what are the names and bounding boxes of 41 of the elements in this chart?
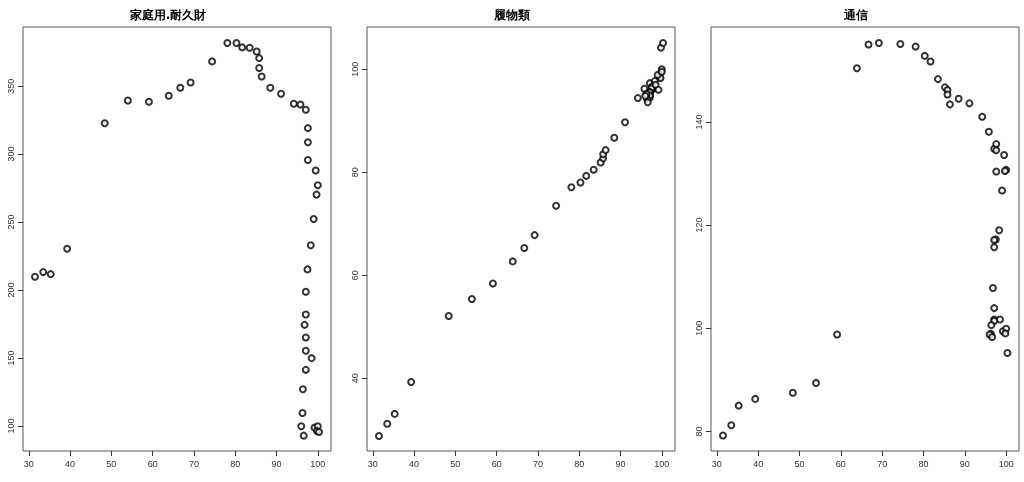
x-tick-label: 80 [230, 458, 241, 469]
y-tick-label: 250 [5, 214, 16, 230]
y-tick-label: 140 [693, 114, 704, 130]
x-tick-label: 40 [65, 458, 76, 469]
x-tick-label: 30 [23, 458, 34, 469]
y-tick-label: 150 [5, 350, 16, 366]
y-tick-label: 300 [5, 146, 16, 162]
y-tick-label: 60 [349, 270, 360, 281]
x-tick-label: 50 [794, 458, 805, 469]
x-tick-label: 100 [998, 458, 1014, 469]
x-tick-label: 90 [615, 458, 626, 469]
x-tick-label: 70 [532, 458, 543, 469]
x-tick-label: 70 [877, 458, 888, 469]
y-tick-label: 100 [693, 320, 704, 336]
x-tick-label: 80 [918, 458, 929, 469]
x-tick-label: 90 [271, 458, 282, 469]
y-tick-label: 100 [349, 61, 360, 77]
y-tick-label: 80 [349, 167, 360, 178]
chart-title: 履物類 [493, 8, 530, 22]
chart-title: 通信 [843, 8, 868, 22]
x-tick-label: 60 [147, 458, 158, 469]
x-tick-label: 90 [959, 458, 970, 469]
x-tick-label: 40 [409, 458, 420, 469]
x-tick-label: 50 [106, 458, 117, 469]
y-tick-label: 40 [349, 373, 360, 384]
chart-title: 家庭用.耐久財 [128, 8, 207, 22]
x-tick-label: 100 [310, 458, 326, 469]
x-tick-label: 30 [367, 458, 378, 469]
x-tick-label: 100 [654, 458, 670, 469]
y-tick-label: 350 [5, 78, 16, 94]
y-tick-label: 80 [693, 426, 704, 437]
y-tick-label: 120 [693, 217, 704, 233]
x-tick-label: 50 [450, 458, 461, 469]
x-tick-label: 60 [491, 458, 502, 469]
y-tick-label: 200 [5, 282, 16, 298]
x-tick-label: 30 [711, 458, 722, 469]
x-tick-label: 60 [835, 458, 846, 469]
y-tick-label: 100 [5, 418, 16, 434]
x-tick-label: 80 [574, 458, 585, 469]
x-tick-label: 70 [188, 458, 199, 469]
x-tick-label: 40 [753, 458, 764, 469]
